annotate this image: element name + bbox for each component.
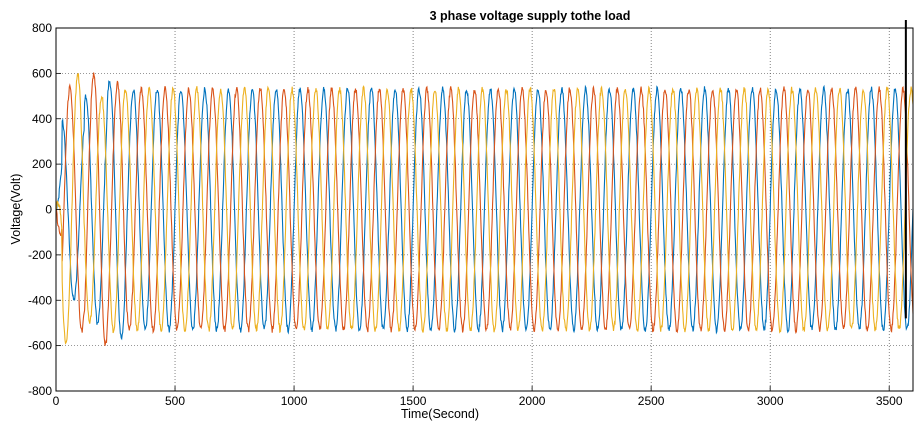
x-tick-label: 0 xyxy=(53,394,60,408)
x-axis-ticks: 0 500 1000 1500 2000 2500 3000 3500 xyxy=(53,386,903,408)
series-phase-a xyxy=(55,80,914,341)
y-axis-label: Voltage(Volt) xyxy=(9,174,23,245)
chart-title: 3 phase voltage supply tothe load xyxy=(430,9,631,23)
x-tick-label: 3500 xyxy=(876,394,903,408)
y-tick-label: -400 xyxy=(28,293,52,307)
x-tick-label: 2000 xyxy=(519,394,546,408)
x-tick-label: 2500 xyxy=(638,394,665,408)
x-tick-label: 1000 xyxy=(281,394,308,408)
x-tick-label: 1500 xyxy=(400,394,427,408)
y-tick-label: 800 xyxy=(32,21,52,35)
x-tick-label: 500 xyxy=(165,394,185,408)
y-tick-label: 0 xyxy=(45,203,52,217)
y-tick-label: -600 xyxy=(28,339,52,353)
series-group xyxy=(55,72,914,346)
y-tick-label: -800 xyxy=(28,384,52,398)
series-phase-c xyxy=(55,73,914,345)
series-phase-b xyxy=(55,72,914,346)
y-tick-label: 600 xyxy=(32,66,52,80)
y-tick-label: 200 xyxy=(32,157,52,171)
y-tick-label: 400 xyxy=(32,112,52,126)
x-tick-label: 3000 xyxy=(757,394,784,408)
y-axis-ticks: 800 600 400 200 0 -200 -400 -600 -800 xyxy=(28,21,61,398)
y-tick-label: -200 xyxy=(28,248,52,262)
x-axis-label: Time(Second) xyxy=(401,407,479,421)
